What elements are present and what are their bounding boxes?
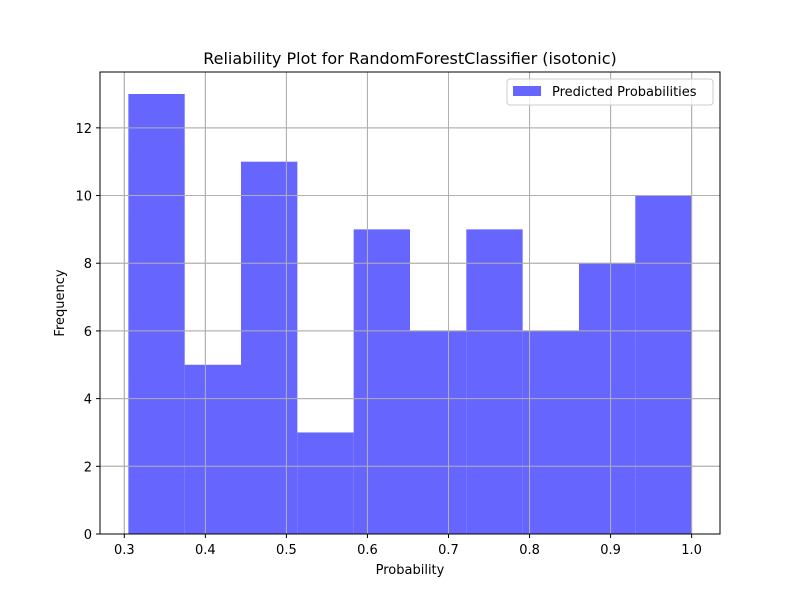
chart-title: Reliability Plot for RandomForestClassif…	[203, 49, 617, 68]
x-tick-label: 0.9	[600, 543, 621, 558]
x-tick-label: 0.8	[519, 543, 540, 558]
legend-box	[506, 78, 714, 106]
histogram-bar	[128, 94, 185, 534]
histogram-bar	[241, 161, 298, 534]
histogram-bar	[353, 229, 410, 534]
y-tick-label: 6	[84, 325, 92, 340]
x-tick-label: 0.4	[195, 543, 216, 558]
histogram-bar	[522, 330, 579, 534]
legend: Predicted Probabilities	[506, 78, 714, 106]
legend-label: Predicted Probabilities	[552, 85, 697, 100]
plot-frame	[99, 71, 721, 535]
histogram-bar	[184, 364, 242, 534]
x-tick-label: 0.6	[357, 543, 378, 558]
histogram-bar	[410, 330, 467, 534]
histogram-bar	[297, 432, 354, 534]
x-tick-label: 0.7	[438, 543, 459, 558]
legend-swatch	[513, 86, 541, 96]
histogram-bar	[466, 229, 523, 534]
x-tick-label: 0.3	[114, 543, 135, 558]
y-tick-label: 12	[75, 122, 92, 137]
y-axis-ticks: 0 2 4 6 8 10 12	[75, 122, 100, 543]
y-tick-label: 4	[84, 393, 92, 408]
x-axis-label: Probability	[376, 563, 445, 578]
y-tick-label: 2	[84, 460, 92, 475]
x-axis-ticks: 0.3 0.4 0.5 0.6 0.7 0.8 0.9 1.0	[114, 534, 702, 558]
histogram-bars	[100, 72, 720, 535]
x-tick-label: 0.5	[276, 543, 297, 558]
x-tick-label: 1.0	[681, 543, 702, 558]
y-tick-label: 8	[84, 257, 92, 272]
y-tick-label: 0	[84, 528, 92, 543]
y-tick-label: 10	[75, 190, 92, 205]
histogram-bar	[635, 195, 692, 535]
y-axis-label: Frequency	[53, 269, 68, 336]
